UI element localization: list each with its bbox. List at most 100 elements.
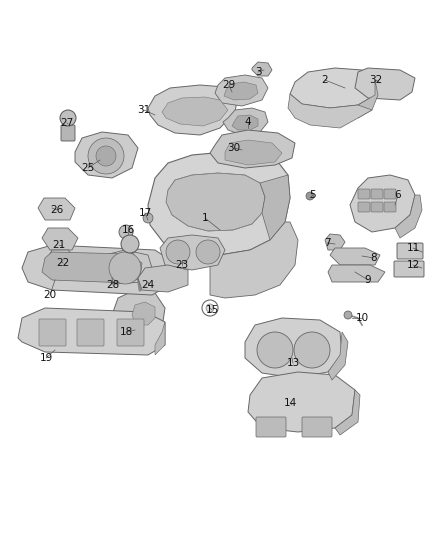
Text: 20: 20 xyxy=(43,290,57,300)
Polygon shape xyxy=(328,265,385,282)
Circle shape xyxy=(96,146,116,166)
FancyBboxPatch shape xyxy=(394,261,424,277)
Polygon shape xyxy=(224,82,258,100)
Polygon shape xyxy=(148,152,290,255)
Text: 12: 12 xyxy=(406,260,420,270)
Polygon shape xyxy=(42,228,78,250)
Text: 7: 7 xyxy=(324,238,330,248)
Text: 31: 31 xyxy=(138,105,151,115)
Polygon shape xyxy=(22,245,170,295)
Text: 13: 13 xyxy=(286,358,300,368)
Text: 3: 3 xyxy=(254,67,261,77)
Text: 25: 25 xyxy=(81,163,95,173)
Polygon shape xyxy=(223,108,268,135)
Circle shape xyxy=(60,110,76,126)
Text: 28: 28 xyxy=(106,280,120,290)
Circle shape xyxy=(202,300,218,316)
Text: 4: 4 xyxy=(245,117,251,127)
Polygon shape xyxy=(138,265,188,292)
Polygon shape xyxy=(252,62,272,76)
Polygon shape xyxy=(38,198,75,220)
Polygon shape xyxy=(210,222,298,298)
Circle shape xyxy=(166,240,190,264)
FancyBboxPatch shape xyxy=(61,125,75,141)
Polygon shape xyxy=(245,318,342,378)
Polygon shape xyxy=(166,173,265,231)
FancyBboxPatch shape xyxy=(397,243,423,259)
FancyBboxPatch shape xyxy=(117,319,144,346)
FancyBboxPatch shape xyxy=(371,189,383,199)
Text: 22: 22 xyxy=(57,258,70,268)
Polygon shape xyxy=(290,68,378,108)
Text: 17: 17 xyxy=(138,208,152,218)
Circle shape xyxy=(119,225,133,239)
FancyBboxPatch shape xyxy=(358,202,370,212)
Text: 30: 30 xyxy=(227,143,240,153)
Text: 2: 2 xyxy=(321,75,328,85)
Polygon shape xyxy=(148,85,238,135)
Text: 27: 27 xyxy=(60,118,74,128)
FancyBboxPatch shape xyxy=(384,189,396,199)
Polygon shape xyxy=(160,235,225,270)
Circle shape xyxy=(206,304,214,312)
FancyBboxPatch shape xyxy=(256,417,286,437)
Circle shape xyxy=(344,311,352,319)
Polygon shape xyxy=(335,390,360,435)
Circle shape xyxy=(88,138,124,174)
Polygon shape xyxy=(288,94,372,128)
Polygon shape xyxy=(358,80,378,118)
FancyBboxPatch shape xyxy=(302,417,332,437)
Polygon shape xyxy=(248,372,355,432)
Polygon shape xyxy=(350,175,415,232)
FancyBboxPatch shape xyxy=(384,202,396,212)
Polygon shape xyxy=(75,132,138,178)
Polygon shape xyxy=(395,195,422,238)
Circle shape xyxy=(121,235,139,253)
Polygon shape xyxy=(330,248,380,265)
FancyBboxPatch shape xyxy=(371,202,383,212)
Text: 8: 8 xyxy=(371,253,377,263)
Polygon shape xyxy=(42,252,142,283)
Circle shape xyxy=(294,332,330,368)
Polygon shape xyxy=(162,97,228,126)
Circle shape xyxy=(196,240,220,264)
Polygon shape xyxy=(210,130,295,168)
Polygon shape xyxy=(48,250,75,268)
Text: 18: 18 xyxy=(120,327,133,337)
Text: 9: 9 xyxy=(365,275,371,285)
Polygon shape xyxy=(232,115,258,130)
Text: 23: 23 xyxy=(175,260,189,270)
Text: 24: 24 xyxy=(141,280,155,290)
Text: 5: 5 xyxy=(310,190,316,200)
Polygon shape xyxy=(328,332,348,380)
Polygon shape xyxy=(215,75,268,106)
FancyBboxPatch shape xyxy=(358,189,370,199)
Polygon shape xyxy=(18,308,165,355)
Circle shape xyxy=(306,192,314,200)
Text: 29: 29 xyxy=(223,80,236,90)
Circle shape xyxy=(257,332,293,368)
Polygon shape xyxy=(225,140,282,165)
Polygon shape xyxy=(132,302,155,325)
Text: 16: 16 xyxy=(121,225,134,235)
Text: 21: 21 xyxy=(53,240,66,250)
Text: 1: 1 xyxy=(201,213,208,223)
Text: 10: 10 xyxy=(356,313,368,323)
Polygon shape xyxy=(325,234,345,250)
Polygon shape xyxy=(98,250,152,284)
Text: 32: 32 xyxy=(369,75,383,85)
Text: 15: 15 xyxy=(205,305,219,315)
Text: 14: 14 xyxy=(283,398,297,408)
Polygon shape xyxy=(355,68,415,100)
Text: 26: 26 xyxy=(50,205,64,215)
Polygon shape xyxy=(260,175,290,240)
Text: 6: 6 xyxy=(395,190,401,200)
Polygon shape xyxy=(155,322,165,355)
Polygon shape xyxy=(112,290,165,340)
FancyBboxPatch shape xyxy=(77,319,104,346)
Text: 11: 11 xyxy=(406,243,420,253)
Text: 19: 19 xyxy=(39,353,53,363)
FancyBboxPatch shape xyxy=(39,319,66,346)
Circle shape xyxy=(143,213,153,223)
Circle shape xyxy=(109,252,141,284)
